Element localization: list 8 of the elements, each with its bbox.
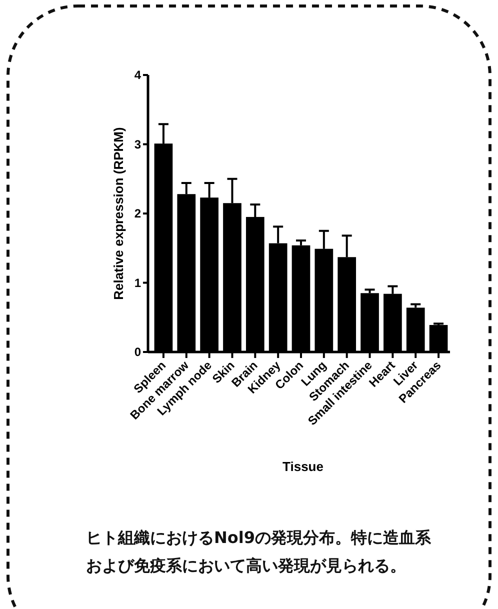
text: ヒト組織におけるNol9の発現分布。特に造血系および免疫系において高い発現が見られる。	[86, 527, 431, 577]
y-tick-label: 3	[134, 137, 142, 152]
y-tick-label: 1	[134, 276, 142, 290]
x-axis-title: Tissue	[282, 459, 324, 474]
y-tick-label: 0	[134, 345, 142, 359]
y-tick-label: 2	[134, 206, 142, 220]
y-tick-label: 4	[134, 68, 142, 82]
y-axis-title: Relative expression (RPKM)	[111, 127, 126, 300]
